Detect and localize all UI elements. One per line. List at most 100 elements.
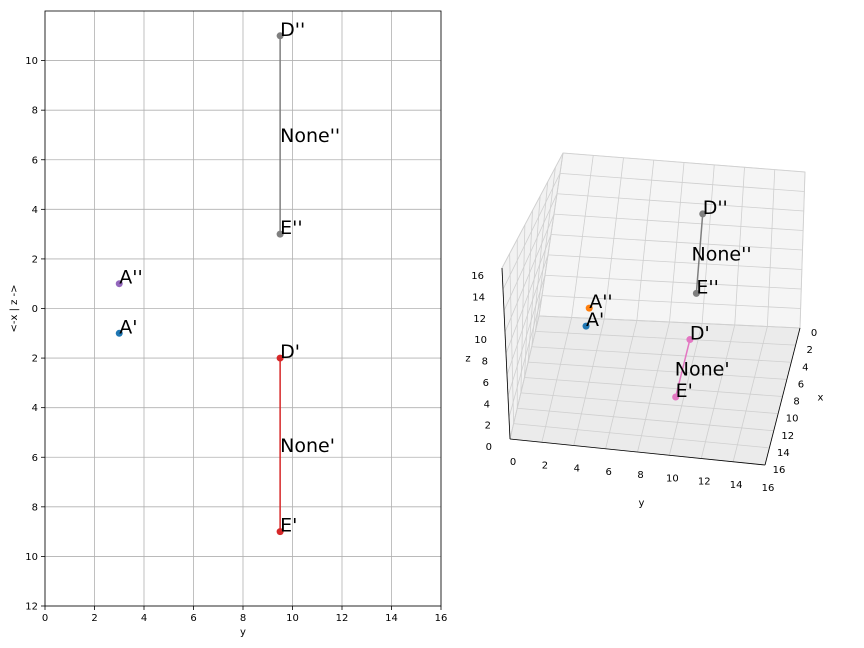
x-tick-label: 2	[806, 345, 812, 356]
point-label-a-prime: A'	[119, 316, 137, 338]
point-d-prime	[686, 336, 694, 344]
point-a-prime	[582, 322, 590, 330]
y-tick-label: 10	[25, 552, 38, 563]
x-tick-label: 8	[793, 397, 799, 408]
x-tick-label: 8	[240, 613, 246, 624]
grid-line-left-z	[508, 295, 543, 418]
y-tick-label: 0	[510, 457, 516, 468]
segment-label-none-double-prime: None''	[692, 244, 752, 266]
x-axis-label: x	[818, 393, 824, 404]
point-label-a-double-prime: A''	[589, 291, 612, 313]
z-tick-label: 12	[473, 314, 486, 325]
y-tick-label: 4	[32, 403, 38, 414]
x-tick-label: 6	[190, 613, 196, 624]
grid-line-left-z	[502, 173, 561, 290]
y-tick-label: 4	[574, 464, 580, 475]
x-tick-label: 16	[773, 465, 786, 476]
point-label-e-double-prime: E''	[696, 276, 718, 298]
point-a-double-prime	[115, 280, 123, 288]
y-tick-label: 12	[698, 477, 711, 488]
point-a-double-prime	[585, 304, 593, 312]
grid-line-back-z	[538, 315, 801, 329]
segment-none-prime	[674, 339, 691, 398]
grid-line-back-z	[550, 234, 803, 251]
point-label-e-prime: E'	[676, 380, 693, 402]
grid-line-back-z	[547, 254, 802, 270]
point-e-double-prime	[692, 289, 700, 297]
x-tick-label: 6	[798, 379, 804, 390]
point-label-a-double-prime: A''	[119, 267, 142, 289]
x-tick-label: 14	[385, 613, 398, 624]
y-tick-label: 16	[762, 483, 775, 494]
grid-line-floor-x	[531, 346, 792, 363]
x-tick-label: 14	[777, 448, 790, 459]
point-label-e-prime: E'	[280, 515, 297, 537]
y-tick-label: 14	[730, 480, 743, 491]
z-tick-label: 10	[474, 335, 487, 346]
x-tick-label: 12	[781, 431, 794, 442]
x-tick-label: 10	[786, 414, 799, 425]
y-tick-label: 0	[32, 304, 38, 315]
z-tick-label: 8	[482, 357, 488, 368]
y-tick-label: 8	[32, 106, 38, 117]
z-axis-line	[501, 267, 511, 440]
y-axis-label: <-x | z ->	[9, 284, 20, 332]
x-tick-label: 4	[141, 613, 147, 624]
segment-label-none-prime: None'	[675, 358, 730, 380]
x-tick-label: 2	[91, 613, 97, 624]
segment-label-none-double-prime: None''	[280, 125, 340, 147]
grid-line-left-z	[503, 193, 558, 311]
x-tick-label: 10	[286, 613, 299, 624]
grid-line-floor-x	[517, 407, 774, 432]
y-tick-label: 2	[32, 354, 38, 365]
z-tick-label: 6	[483, 378, 489, 389]
point-label-e-double-prime: E''	[280, 217, 302, 239]
grid-line-floor-x	[528, 361, 787, 380]
grid-line-left-z	[504, 213, 555, 333]
z-axis-label: z	[465, 354, 470, 365]
y-tick-label: 10	[25, 56, 38, 67]
point-label-d-prime: D'	[280, 341, 300, 363]
z-tick-label: 14	[472, 292, 485, 303]
y-axis-line	[509, 438, 766, 466]
x-axis-line	[764, 327, 801, 466]
x-tick-label: 12	[336, 613, 349, 624]
grid-line-back-z	[559, 172, 805, 192]
z-tick-label: 0	[486, 442, 492, 453]
point-d-prime	[276, 354, 284, 362]
y-tick-label: 8	[637, 470, 643, 481]
chart-3d-view: 0 2 4 6 8 10 12 14 16 y 0 2 4 6 8 10 12 14 16 x 0 2 4 6 8 10 12 14 1…	[465, 152, 824, 509]
grid-line-left-z	[507, 275, 546, 397]
point-d-double-prime	[276, 32, 284, 40]
y-axis-label: y	[639, 498, 645, 509]
pane-floor	[509, 315, 801, 466]
grid-line-left-z	[501, 152, 564, 269]
y-tick-label: 12	[25, 602, 38, 613]
grid-line-floor-x	[520, 392, 779, 415]
x-tick-label: 0	[42, 613, 48, 624]
point-e-double-prime	[276, 230, 284, 238]
grid-line-floor-x	[513, 423, 770, 449]
grid-line-back-z	[541, 295, 801, 309]
grid-line-back-z	[562, 152, 806, 173]
x-tick-label: 16	[435, 613, 448, 624]
segment-none-double-prime	[695, 213, 704, 294]
x-tick-label: 0	[811, 328, 817, 339]
point-label-d-prime: D'	[690, 323, 710, 345]
point-d-double-prime	[699, 210, 707, 218]
grid-line-back-z	[544, 274, 802, 290]
y-tick-label: 6	[605, 467, 611, 478]
point-e-prime	[672, 393, 680, 401]
x-axis-label: y	[240, 627, 246, 638]
point-label-d-double-prime: D''	[280, 19, 305, 41]
point-e-prime	[276, 528, 284, 536]
y-tick-label: 6	[32, 155, 38, 166]
grid-line-back-z	[556, 193, 804, 212]
grid-line-left-z	[506, 254, 549, 376]
grid-line-floor-x	[535, 330, 796, 346]
point-label-d-double-prime: D''	[703, 197, 728, 219]
chart-2d-projection: 0 2 4 6 8 10 12 14 16 12 10 8 6 4 2 0 2 4 6 8 10 y <-x | z -> N…	[9, 10, 448, 638]
z-tick-label: 4	[484, 399, 490, 410]
segment-label-none-prime: None'	[280, 435, 335, 457]
